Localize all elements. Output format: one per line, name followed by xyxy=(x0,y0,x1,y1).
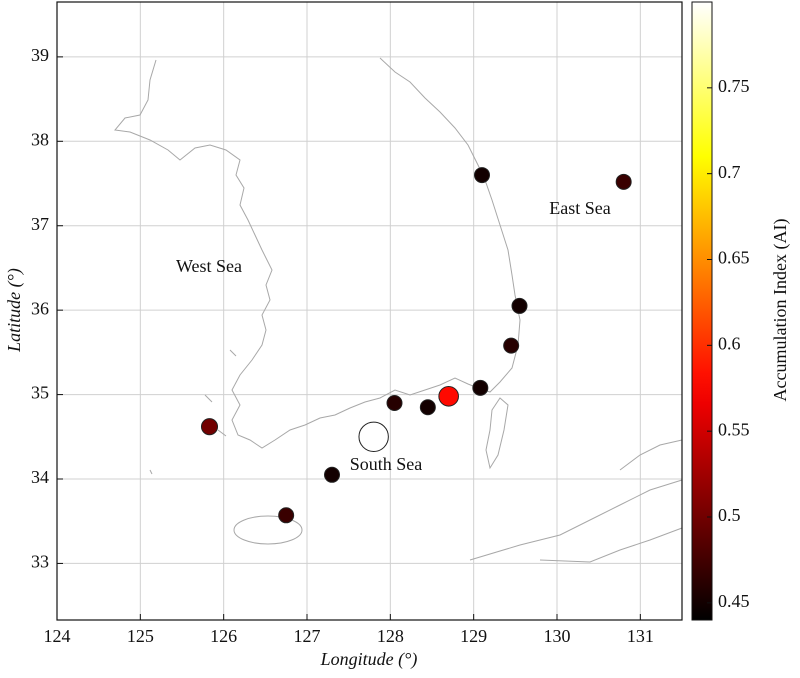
x-axis-label: Longitude (°) xyxy=(320,649,418,670)
station-point xyxy=(278,507,295,524)
station-point xyxy=(511,297,528,314)
x-tick-label: 124 xyxy=(44,626,71,646)
station-point xyxy=(438,385,459,407)
station-point xyxy=(472,379,489,396)
colorbar xyxy=(691,1,713,621)
x-tick-label: 130 xyxy=(544,626,571,646)
station-point xyxy=(386,395,403,412)
station-point xyxy=(615,173,632,190)
plot-frame xyxy=(56,1,683,621)
annotation: East Sea xyxy=(549,198,610,218)
x-tick-label: 131 xyxy=(627,626,654,646)
annotation: West Sea xyxy=(176,256,242,276)
station-point xyxy=(358,421,389,452)
coastline xyxy=(114,57,683,563)
station-point xyxy=(324,466,340,483)
x-tick-label: 127 xyxy=(294,626,321,646)
y-tick-label: 33 xyxy=(31,552,49,572)
annotation: South Sea xyxy=(350,454,423,474)
colorbar-tick-label: 0.65 xyxy=(718,248,750,268)
station-point xyxy=(419,399,436,416)
y-tick-label: 39 xyxy=(31,45,49,65)
x-tick-label: 125 xyxy=(127,626,154,646)
station-point xyxy=(503,337,520,354)
y-tick-label: 34 xyxy=(31,467,49,487)
colorbar-tick-label: 0.55 xyxy=(718,419,750,439)
colorbar-tick-label: 0.5 xyxy=(718,505,741,525)
x-tick-label: 128 xyxy=(377,626,404,646)
y-tick-label: 38 xyxy=(31,129,49,149)
colorbar-tick-label: 0.45 xyxy=(718,591,750,611)
station-point xyxy=(474,167,490,184)
x-tick-label: 129 xyxy=(460,626,487,646)
y-tick-label: 35 xyxy=(31,383,49,403)
y-tick-label: 36 xyxy=(31,298,49,318)
colorbar-tick-label: 0.6 xyxy=(718,333,741,353)
x-tick-label: 126 xyxy=(210,626,237,646)
y-axis-label: Latitude (°) xyxy=(4,268,25,353)
colorbar-label: Accumulation Index (AI) xyxy=(770,219,791,402)
y-tick-label: 37 xyxy=(31,214,49,234)
colorbar-tick-label: 0.7 xyxy=(718,162,741,182)
station-point xyxy=(200,418,219,436)
colorbar-tick-label: 0.75 xyxy=(718,76,750,96)
